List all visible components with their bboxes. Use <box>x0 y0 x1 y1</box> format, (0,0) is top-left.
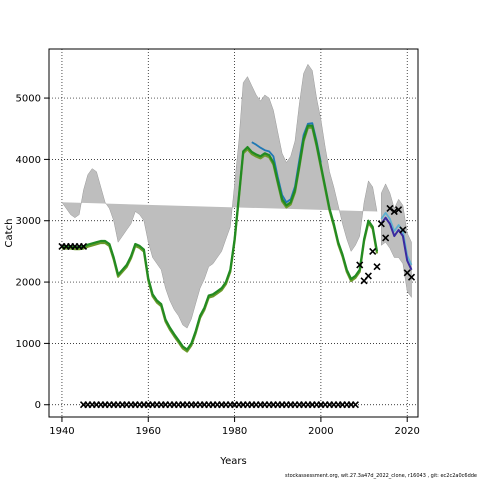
fitted-line-recent <box>380 216 413 271</box>
confidence-band-area <box>61 63 378 329</box>
fitted-line-alt <box>251 122 322 204</box>
observed-point <box>390 207 398 216</box>
y-tick-label: 4000 <box>16 155 41 166</box>
axes: 1940 1960 1980 2000 2020 0 1000 2000 3000 4000 500… <box>16 94 420 437</box>
plot-frame <box>48 48 419 418</box>
observed-point <box>79 242 88 251</box>
y-tick-label: 5000 <box>16 94 41 105</box>
recent-confidence-band-area <box>381 183 412 299</box>
confidence-band <box>61 63 412 329</box>
footer-credit: stockassessment.org, wit.27.3a47d_2022_c… <box>285 473 477 479</box>
fitted-line-main <box>61 124 379 351</box>
observed-point <box>364 272 372 280</box>
fitted-lines <box>61 122 413 353</box>
y-axis-title: Catch <box>4 219 15 248</box>
x-tick-label: 1960 <box>136 426 161 437</box>
x-tick-label: 2000 <box>308 426 333 437</box>
y-tick-label: 1000 <box>16 339 41 350</box>
zero-catch-point <box>351 401 359 409</box>
observed-point <box>382 234 390 242</box>
y-tick-label: 3000 <box>16 216 41 227</box>
y-tick-label: 2000 <box>16 278 41 289</box>
observed-point <box>377 220 385 228</box>
observed-point <box>407 273 416 281</box>
observed-point <box>395 206 403 214</box>
observed-point <box>356 261 364 269</box>
observed-point <box>386 204 394 213</box>
observed-markers <box>58 204 416 409</box>
x-tick-label: 1980 <box>222 426 247 437</box>
observed-point <box>373 263 381 271</box>
observed-point <box>399 226 407 234</box>
x-tick-label: 2020 <box>394 426 419 437</box>
y-tick-label: 0 <box>35 400 41 411</box>
observed-point <box>369 247 377 255</box>
x-axis-title: Years <box>219 456 246 467</box>
x-tick-label: 1940 <box>49 426 74 437</box>
